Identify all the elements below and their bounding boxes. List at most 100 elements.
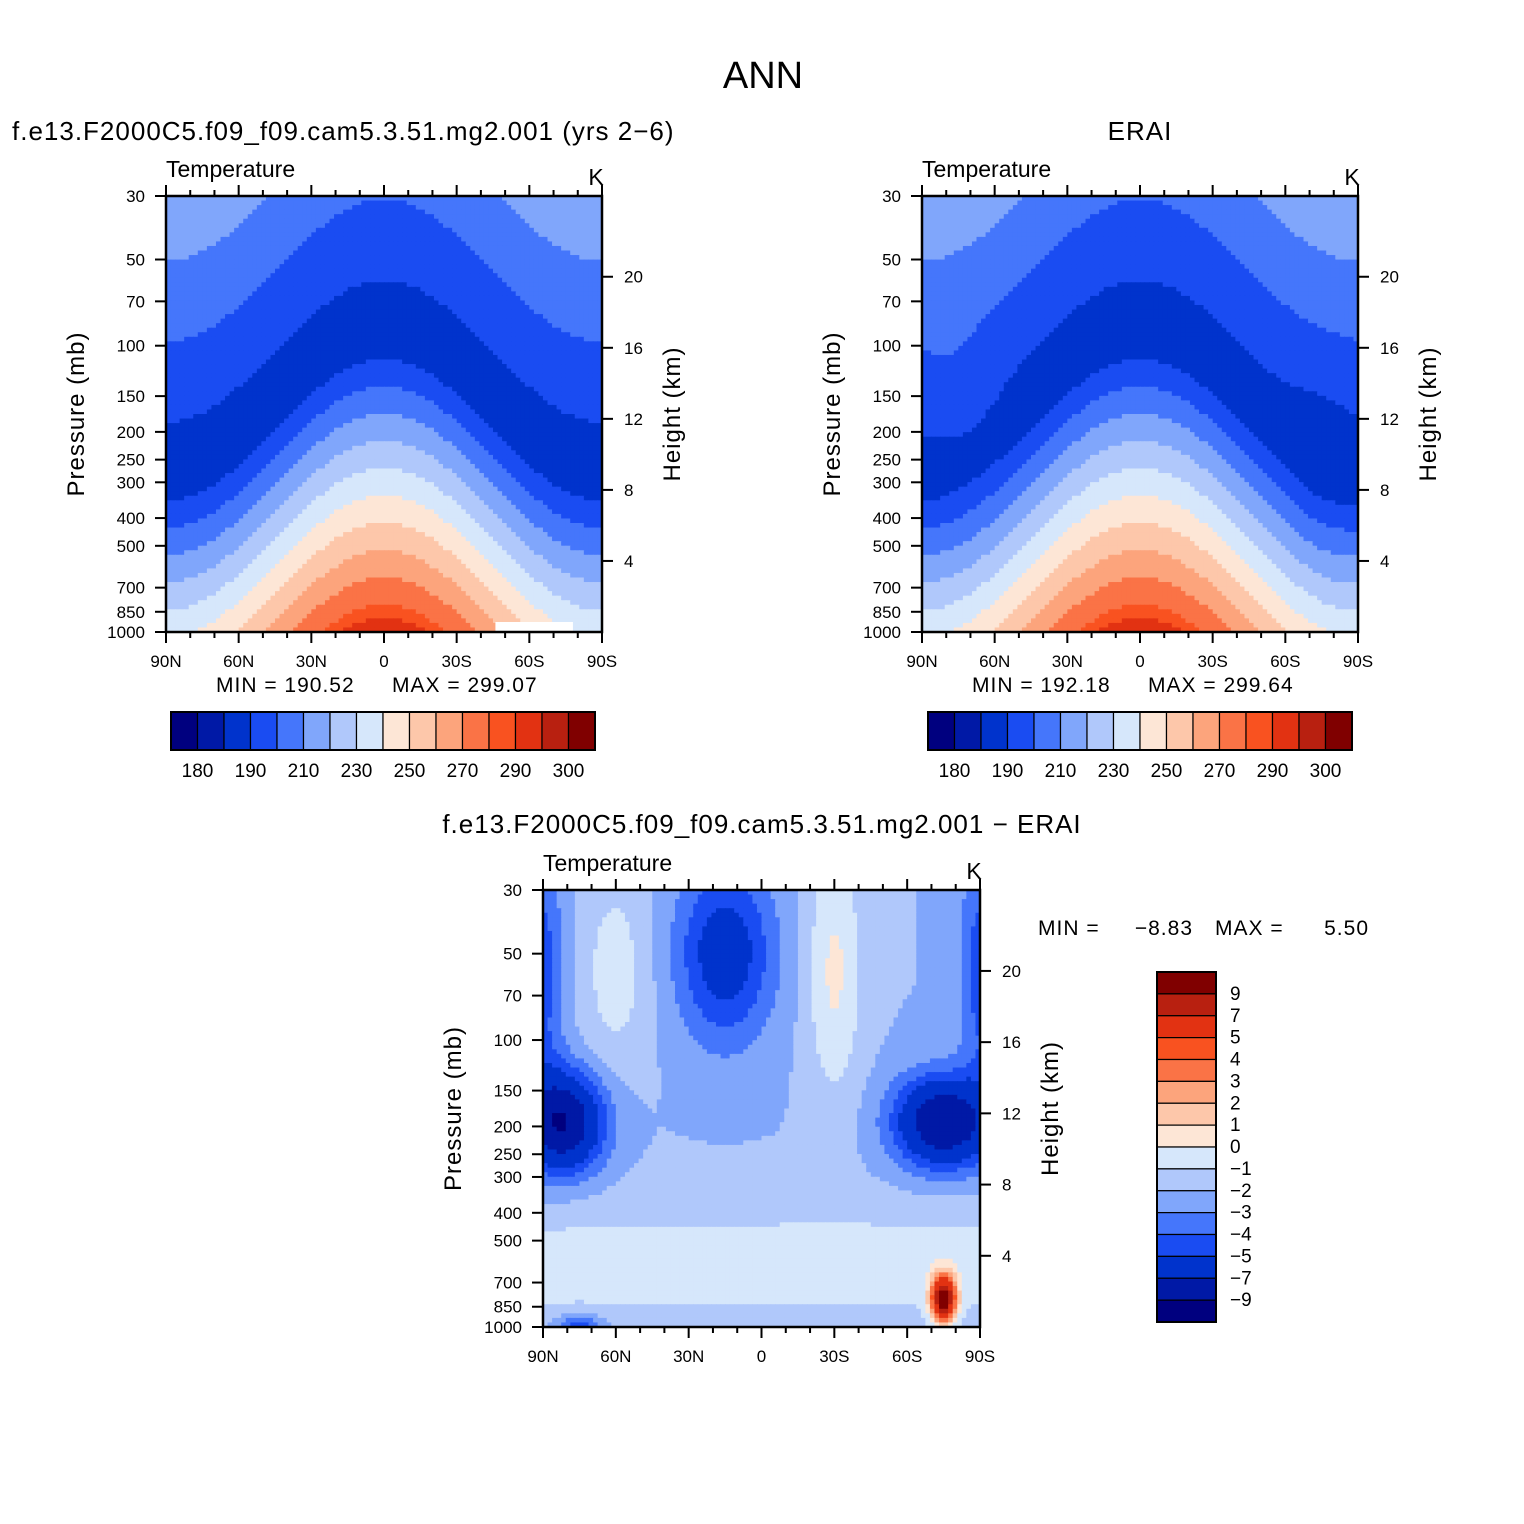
contour-cell [493, 232, 498, 237]
contour-cell [579, 228, 584, 233]
contour-cell [584, 251, 589, 256]
contour-cell [343, 251, 348, 256]
contour-cell [248, 373, 253, 378]
contour-cell [275, 282, 280, 287]
contour-cell [289, 400, 294, 405]
contour-cell [389, 246, 394, 251]
contour-cell [280, 237, 285, 242]
contour-cell [175, 405, 180, 410]
contour-cell [216, 400, 221, 405]
contour-cell [284, 223, 289, 228]
contour-cell [407, 232, 412, 237]
contour-cell [375, 287, 380, 292]
contour-cell [470, 428, 475, 433]
contour-cell [330, 210, 335, 215]
contour-cell [180, 414, 185, 419]
contour-cell [266, 373, 271, 378]
contour-cell [566, 205, 571, 210]
contour-cell [361, 264, 366, 269]
contour-cell [507, 369, 512, 374]
contour-cell [516, 337, 521, 342]
contour-cell [339, 405, 344, 410]
contour-cell [457, 300, 462, 305]
contour-cell [520, 255, 525, 260]
contour-cell [398, 278, 403, 283]
contour-cell [184, 319, 189, 324]
contour-cell [411, 232, 416, 237]
contour-cell [352, 305, 357, 310]
contour-cell [434, 251, 439, 256]
contour-cell [538, 382, 543, 387]
contour-cell [325, 228, 330, 233]
contour-cell [411, 369, 416, 374]
contour-cell [348, 310, 353, 315]
contour-cell [570, 223, 575, 228]
contour-cell [343, 305, 348, 310]
contour-cell [375, 246, 380, 251]
contour-cell [393, 387, 398, 392]
contour-cell [370, 210, 375, 215]
contour-cell [466, 364, 471, 369]
contour-cell [298, 246, 303, 251]
contour-cell [411, 346, 416, 351]
contour-cell [543, 214, 548, 219]
contour-cell [507, 332, 512, 337]
contour-cell [389, 400, 394, 405]
contour-cell [366, 396, 371, 401]
contour-cell [416, 282, 421, 287]
contour-cell [493, 405, 498, 410]
contour-cell [266, 219, 271, 224]
contour-cell [529, 341, 534, 346]
contour-cell [457, 319, 462, 324]
contour-cell [198, 337, 203, 342]
contour-cell [452, 305, 457, 310]
contour-cell [361, 255, 366, 260]
contour-cell [538, 300, 543, 305]
contour-cell [207, 260, 212, 265]
contour-cell [171, 341, 176, 346]
contour-cell [443, 296, 448, 301]
contour-cell [379, 350, 384, 355]
contour-cell [275, 291, 280, 296]
contour-cell [579, 282, 584, 287]
contour-cell [171, 319, 176, 324]
contour-cell [425, 428, 430, 433]
contour-cell [275, 232, 280, 237]
contour-cell [316, 305, 321, 310]
contour-cell [339, 232, 344, 237]
contour-cell [275, 346, 280, 351]
contour-cell [320, 378, 325, 383]
contour-cell [439, 278, 444, 283]
contour-cell [298, 378, 303, 383]
contour-cell [193, 346, 198, 351]
contour-cell [330, 237, 335, 242]
contour-cell [370, 405, 375, 410]
contour-cell [552, 223, 557, 228]
contour-cell [398, 251, 403, 256]
contour-cell [552, 391, 557, 396]
contour-cell [293, 246, 298, 251]
contour-cell [411, 337, 416, 342]
contour-cell [502, 210, 507, 215]
contour-cell [370, 323, 375, 328]
contour-cell [189, 260, 194, 265]
contour-cell [389, 396, 394, 401]
contour-cell [293, 328, 298, 333]
contour-cell [493, 409, 498, 414]
contour-cell [575, 205, 580, 210]
contour-cell [543, 246, 548, 251]
contour-cell [330, 296, 335, 301]
contour-cell [507, 355, 512, 360]
contour-cell [498, 310, 503, 315]
contour-cell [407, 391, 412, 396]
contour-cell [302, 341, 307, 346]
contour-cell [498, 282, 503, 287]
contour-cell [552, 201, 557, 206]
contour-cell [434, 332, 439, 337]
contour-cell [393, 291, 398, 296]
contour-cell [325, 400, 330, 405]
contour-cell [266, 223, 271, 228]
contour-cell [316, 310, 321, 315]
contour-cell [193, 428, 198, 433]
contour-cell [343, 310, 348, 315]
